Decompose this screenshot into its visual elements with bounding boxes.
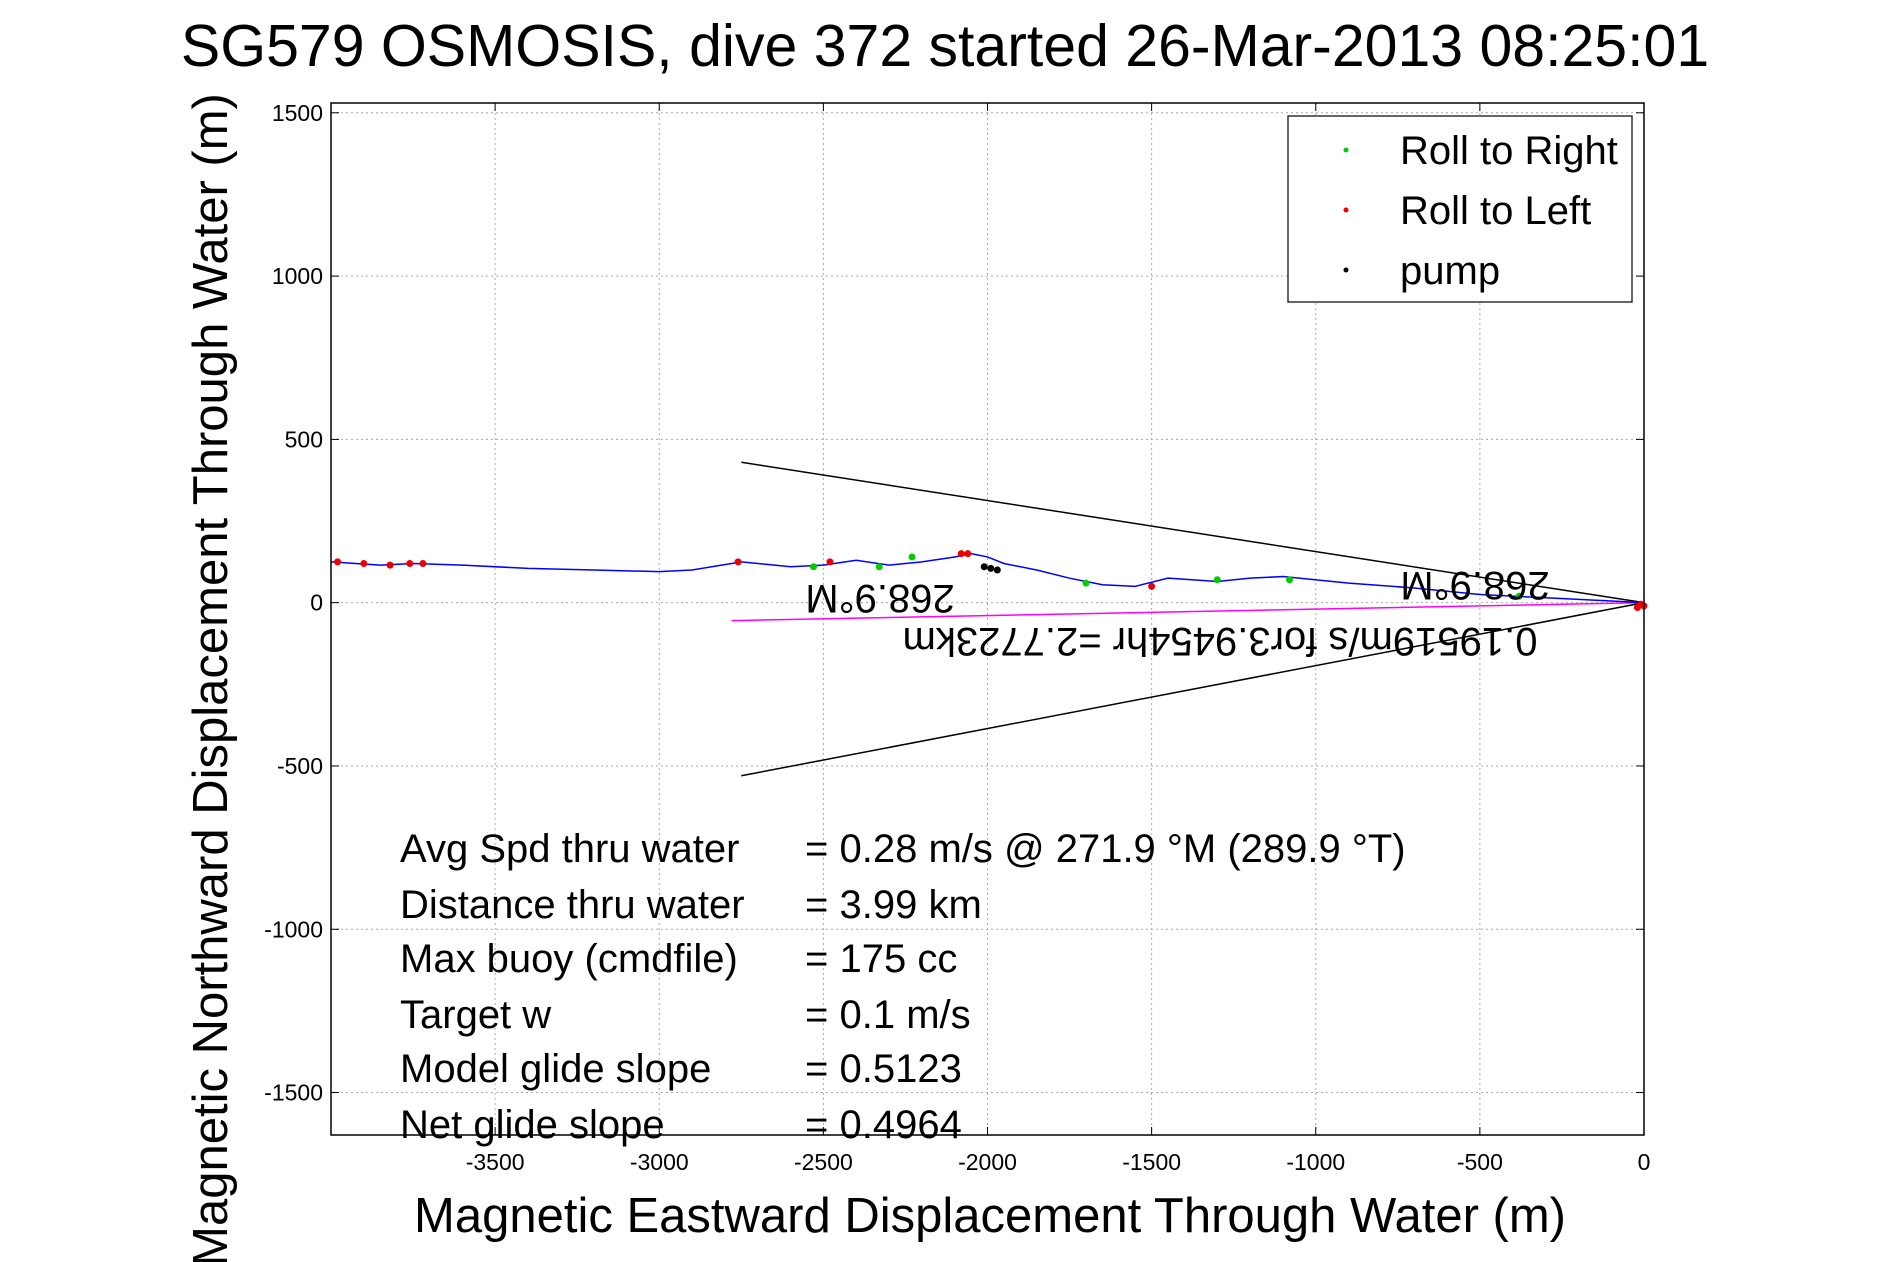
stat-label-model-glide: Model glide slope	[400, 1047, 711, 1091]
marker-roll-right	[1082, 579, 1090, 587]
x-tick-label: -2000	[958, 1149, 1017, 1175]
marker-roll-left	[334, 558, 342, 566]
x-axis-label: Magnetic Eastward Displacement Through W…	[414, 1189, 1566, 1243]
stat-value-net-glide: = 0.4964	[805, 1103, 962, 1147]
x-tick-label: -1500	[1122, 1149, 1181, 1175]
marker-roll-right	[1213, 576, 1221, 584]
stat-value-model-glide: = 0.5123	[805, 1047, 962, 1091]
stat-label-distance: Distance thru water	[400, 883, 745, 927]
marker-roll-left	[419, 559, 427, 567]
speed-label: 0.19519m/s for3.9454hr =2.7723km	[903, 619, 1538, 663]
marker-roll-right	[1285, 576, 1293, 584]
stats-block: Avg Spd thru water = 0.28 m/s @ 271.9 °M…	[400, 827, 1406, 1147]
marker-roll-left	[406, 559, 414, 567]
marker-pump	[987, 564, 995, 572]
y-ticks: -1500 -1000 -500 0 500 1000 1500	[264, 100, 1644, 1106]
marker-roll-right	[875, 563, 883, 571]
marker-roll-left	[964, 550, 972, 558]
stat-value-max-buoy: = 175 cc	[805, 937, 957, 981]
chart-title: SG579 OSMOSIS, dive 372 started 26-Mar-2…	[181, 13, 1709, 79]
reference-lines	[731, 461, 1645, 777]
y-tick-label: -1500	[264, 1080, 323, 1106]
marker-roll-right	[1515, 592, 1523, 600]
heading-fan-lower	[741, 601, 1645, 777]
stat-label-avg-speed: Avg Spd thru water	[400, 827, 739, 871]
stat-value-distance: = 3.99 km	[805, 883, 982, 927]
y-tick-label: -500	[277, 753, 323, 779]
legend-marker	[1343, 207, 1349, 213]
x-ticks: -3500 -3000 -2500 -2000 -1500 -1000 -500 0	[466, 103, 1651, 1175]
y-tick-label: -1000	[264, 916, 323, 942]
y-axis-label: Magnetic Northward Displacement Through …	[184, 93, 238, 1262]
stat-value-avg-speed: = 0.28 m/s @ 271.9 °M (289.9 °T)	[805, 827, 1406, 871]
legend-marker	[1343, 147, 1349, 153]
legend-label: Roll to Right	[1400, 129, 1618, 173]
y-tick-label: 500	[285, 426, 323, 452]
marker-roll-left	[1148, 582, 1156, 590]
legend-label: Roll to Left	[1400, 189, 1591, 233]
heading-label-1: 268.9°M	[805, 576, 954, 620]
marker-roll-left	[386, 561, 394, 569]
legend-label: pump	[1400, 249, 1500, 293]
stat-label-target-w: Target w	[400, 993, 551, 1037]
x-tick-label: -500	[1457, 1149, 1503, 1175]
y-tick-label: 1500	[272, 100, 323, 126]
marker-roll-left	[957, 550, 965, 558]
stat-label-net-glide: Net glide slope	[400, 1103, 665, 1147]
legend-marker	[1343, 267, 1349, 273]
series-line-track	[330, 552, 1645, 604]
stat-value-target-w: = 0.1 m/s	[805, 993, 971, 1037]
x-tick-label: -1000	[1286, 1149, 1345, 1175]
series-lines	[330, 552, 1645, 604]
marker-pump	[993, 566, 1001, 574]
roll-markers	[334, 550, 1648, 612]
heading-label-2: 268.9°M	[1400, 563, 1549, 607]
x-tick-label: 0	[1638, 1149, 1651, 1175]
heading-fan-upper	[741, 461, 1645, 604]
marker-roll-left	[360, 559, 368, 567]
marker-roll-left	[826, 558, 834, 566]
x-tick-label: -2500	[794, 1149, 853, 1175]
marker-roll-right	[810, 563, 818, 571]
marker-roll-left	[1633, 604, 1641, 612]
legend: Roll to Right Roll to Left pump	[1287, 115, 1633, 303]
y-tick-label: 0	[310, 590, 323, 616]
marker-pump	[980, 563, 988, 571]
stat-label-max-buoy: Max buoy (cmdfile)	[400, 937, 738, 981]
x-tick-label: -3500	[466, 1149, 525, 1175]
y-tick-label: 1000	[272, 263, 323, 289]
x-tick-label: -3000	[630, 1149, 689, 1175]
marker-roll-left	[734, 558, 742, 566]
marker-roll-right	[908, 553, 916, 561]
plot-frame	[330, 102, 1645, 1136]
heading-vector	[731, 601, 1645, 622]
